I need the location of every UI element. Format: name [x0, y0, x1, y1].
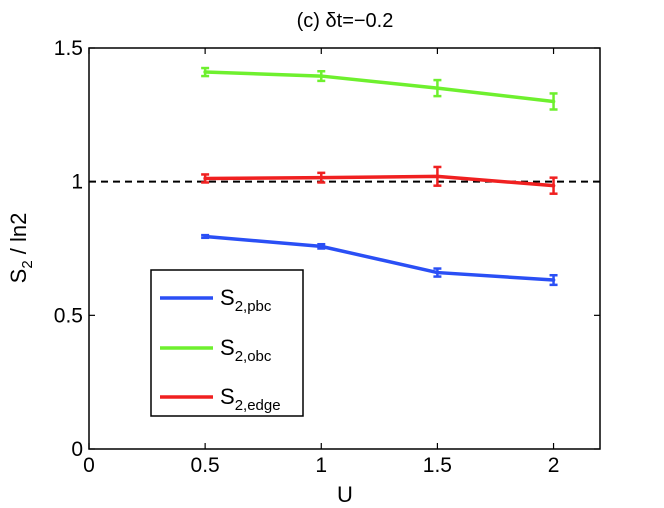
data-point — [319, 175, 324, 180]
series-line — [205, 174, 554, 188]
y-tick-label: 1.5 — [54, 37, 83, 60]
chart-title: (c) δt=−0.2 — [297, 10, 394, 32]
series-S2,obc — [201, 66, 558, 111]
x-tick-label: 0 — [83, 454, 95, 477]
y-axis-label-subscript: 2 — [19, 260, 36, 268]
y-axis-label-main: S — [6, 269, 31, 284]
data-point — [203, 176, 207, 181]
y-axis: 0 0.5 1 1.5 — [54, 37, 600, 461]
data-point — [551, 99, 556, 104]
data-point — [435, 270, 440, 275]
x-axis: 0 0.5 1 1.5 2 — [83, 48, 559, 477]
legend-label: S2,pbc — [220, 285, 272, 315]
x-tick-label: 0.5 — [191, 454, 220, 477]
data-point — [435, 86, 440, 90]
y-tick-label: 0 — [71, 438, 83, 461]
y-axis-label: S2 / ln2 — [6, 213, 36, 284]
series-S2,edge — [201, 165, 558, 195]
x-axis-label: U — [337, 482, 353, 507]
legend-box — [150, 269, 304, 417]
legend-label: S2,obc — [220, 335, 272, 365]
legend-label: S2,edge — [220, 384, 281, 414]
data-point — [551, 183, 556, 188]
data-point — [203, 234, 207, 239]
data-point — [319, 244, 324, 249]
data-point — [203, 70, 207, 74]
y-axis-label-suffix: / ln2 — [6, 213, 31, 261]
x-tick-label: 1.5 — [423, 454, 452, 477]
data-point — [319, 74, 324, 78]
y-tick-label: 0.5 — [54, 304, 83, 327]
data-point — [435, 174, 440, 179]
series-S2,pbc — [201, 233, 558, 287]
series-line — [204, 234, 554, 282]
x-tick-label: 2 — [548, 454, 560, 477]
y-axis-label-group: S2 / ln2 — [6, 213, 36, 284]
series-layer — [201, 66, 558, 287]
data-point — [551, 278, 556, 282]
x-tick-label: 1 — [315, 454, 327, 477]
legend: S2,pbc S2,obc S2,edge — [150, 269, 304, 417]
series-line — [205, 70, 554, 104]
y-tick-label: 1 — [71, 171, 83, 194]
